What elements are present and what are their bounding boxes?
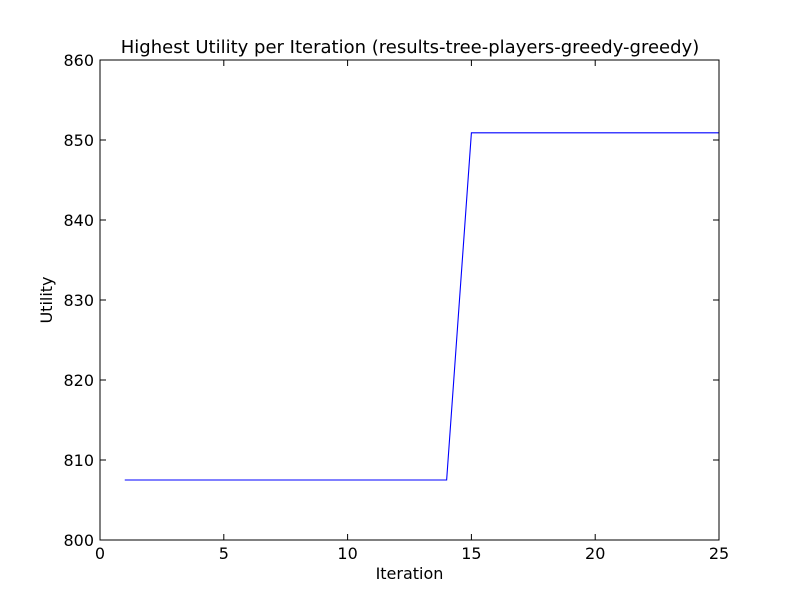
x-tick-label-1: 5 bbox=[219, 544, 229, 563]
series-line-0 bbox=[124, 132, 719, 481]
x-tick-label-0: 0 bbox=[95, 544, 105, 563]
y-tick-label-3: 830 bbox=[63, 291, 94, 310]
x-tick-label-3: 15 bbox=[461, 544, 481, 563]
plot-frame bbox=[99, 59, 720, 541]
y-tick-label-5: 850 bbox=[63, 131, 94, 150]
series-group bbox=[124, 132, 719, 481]
chart-title: Highest Utility per Iteration (results-t… bbox=[121, 37, 699, 58]
x-tick-label-2: 10 bbox=[337, 544, 357, 563]
x-axis-label: Iteration bbox=[376, 564, 444, 583]
y-tick-label-0: 800 bbox=[63, 531, 94, 550]
y-axis-label: Utility bbox=[37, 276, 56, 323]
y-tick-label-1: 810 bbox=[63, 451, 94, 470]
y-tick-label-2: 820 bbox=[63, 371, 94, 390]
axis-ticks bbox=[99, 59, 720, 541]
y-tick-label-6: 860 bbox=[63, 51, 94, 70]
x-tick-label-5: 25 bbox=[709, 544, 729, 563]
y-tick-label-4: 840 bbox=[63, 211, 94, 230]
x-tick-label-4: 20 bbox=[585, 544, 605, 563]
axis-tick-labels: 0 5 10 15 20 25 800 810 820 830 840 850 860 bbox=[63, 51, 729, 563]
